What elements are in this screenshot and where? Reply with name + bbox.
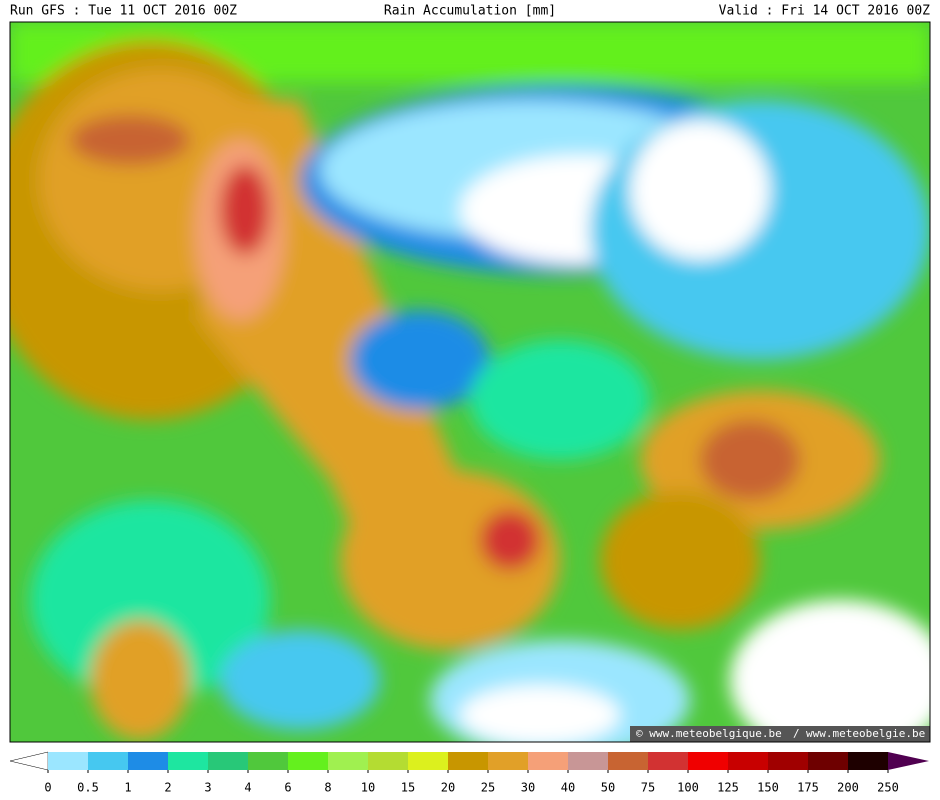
- colorbar-tick-label: 8: [324, 781, 331, 795]
- colorbar-segment: [528, 752, 568, 770]
- field: [460, 685, 620, 742]
- map: © www.meteobelgique.be / www.meteobelgie…: [10, 22, 930, 742]
- colorbar-segment: [768, 752, 808, 770]
- colorbar-segment: [408, 752, 448, 770]
- colorbar: 0 0.5 1 2 3 4 6 8 10 15 20 25 30 40 50 75 100 125 150 175 20…: [9, 751, 929, 795]
- field: [480, 510, 540, 570]
- field: [30, 500, 270, 700]
- field: [90, 620, 190, 740]
- credit-separator: /: [793, 727, 800, 740]
- field: [730, 600, 930, 742]
- colorbar-tick-label: 15: [401, 781, 415, 795]
- field: [220, 630, 380, 730]
- colorbar-segment: [448, 752, 488, 770]
- colorbar-tick-label: 200: [837, 781, 859, 795]
- field: [590, 100, 930, 360]
- colorbar-tick-label: 20: [441, 781, 455, 795]
- colorbar-segment: [288, 752, 328, 770]
- field: [70, 115, 190, 165]
- colorbar-tick-label: 4: [244, 781, 251, 795]
- colorbar-segment: [88, 752, 128, 770]
- colorbar-tick-label: 10: [361, 781, 375, 795]
- colorbar-tick-label: 0.5: [77, 781, 99, 795]
- colorbar-segment: [608, 752, 648, 770]
- map-frame: [9, 21, 931, 743]
- colorbar-segment: [568, 752, 608, 770]
- colorbar-tick-label: 175: [797, 781, 819, 795]
- colorbar-segment: [208, 752, 248, 770]
- colorbar-tick-label: 0: [44, 781, 51, 795]
- field: [600, 490, 760, 630]
- colorbar-segment: [128, 752, 168, 770]
- rain-field: [10, 22, 930, 742]
- field: [700, 420, 800, 500]
- colorbar-under: [9, 751, 49, 771]
- credit-left: © www.meteobelgique.be: [636, 727, 782, 740]
- field: [470, 340, 650, 460]
- colorbar-segment: [728, 752, 768, 770]
- field: [220, 165, 270, 255]
- colorbar-segment: [248, 752, 288, 770]
- colorbar-tick-label: 50: [601, 781, 615, 795]
- colorbar-segment: [688, 752, 728, 770]
- colorbar-segment: [168, 752, 208, 770]
- colorbar-tick-label: 2: [164, 781, 171, 795]
- run-label: Run GFS : Tue 11 OCT 2016 00Z: [10, 4, 237, 19]
- colorbar-tick-label: 6: [284, 781, 291, 795]
- field: [630, 120, 770, 260]
- colorbar-tick-label: 250: [877, 781, 899, 795]
- map-title: Rain Accumulation [mm]: [384, 4, 556, 19]
- colorbar-tick-label: 100: [677, 781, 699, 795]
- valid-label: Valid : Fri 14 OCT 2016 00Z: [719, 4, 930, 19]
- colorbar-segment: [808, 752, 848, 770]
- field: [350, 310, 490, 410]
- colorbar-segment: [368, 752, 408, 770]
- colorbar-tick-label: 3: [204, 781, 211, 795]
- colorbar-segment: [648, 752, 688, 770]
- colorbar-segment: [488, 752, 528, 770]
- colorbar-segment: [328, 752, 368, 770]
- colorbar-over: [888, 752, 929, 770]
- credit-box: [630, 726, 930, 742]
- colorbar-tick-label: 1: [124, 781, 131, 795]
- colorbar-segment: [848, 752, 888, 770]
- colorbar-tick-label: 150: [757, 781, 779, 795]
- colorbar-segment: [48, 752, 88, 770]
- colorbar-tick-label: 75: [641, 781, 655, 795]
- colorbar-tick-label: 30: [521, 781, 535, 795]
- colorbar-tick-label: 40: [561, 781, 575, 795]
- credit-right: www.meteobelgie.be: [806, 727, 925, 740]
- colorbar-tick-label: 125: [717, 781, 739, 795]
- colorbar-tick-label: 25: [481, 781, 495, 795]
